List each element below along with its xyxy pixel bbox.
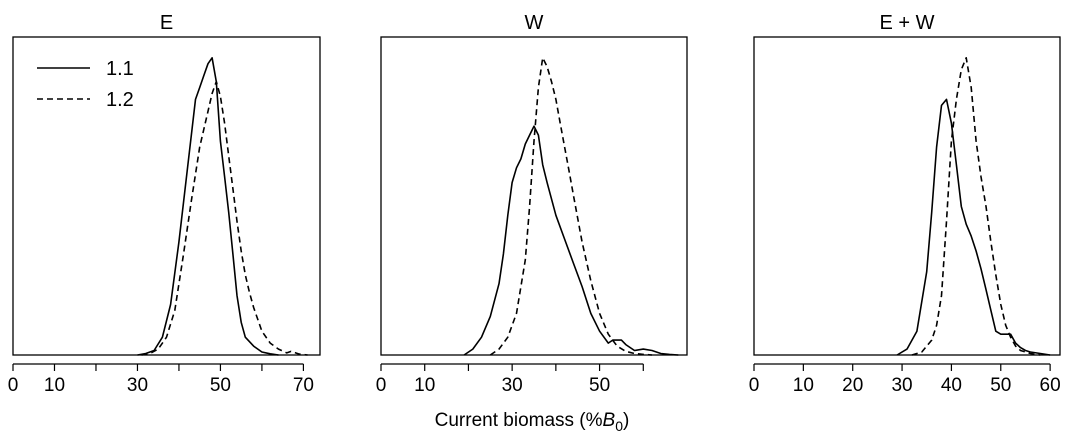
panel-1-title: E [160, 12, 173, 34]
panel-2-x-tick-label: 10 [414, 375, 435, 396]
panel-3-x-tick-label: 20 [842, 375, 863, 396]
panel-2-x-tick-label: 50 [589, 375, 610, 396]
panel-3-title: E + W [879, 12, 934, 34]
panel-3-x-tick-label: 0 [749, 375, 760, 396]
panel-1-x-tick-label: 30 [127, 375, 148, 396]
panel-1-x-tick-label: 70 [293, 375, 314, 396]
panel-2-series-solid [463, 125, 679, 356]
panel-1-x-tick-label: 50 [210, 375, 231, 396]
panel-3-frame [753, 36, 1061, 356]
panel-1-series-dashed [141, 80, 308, 356]
x-axis-label-subscript: 0 [615, 418, 623, 434]
panel-2-x-tick-label: 0 [376, 375, 387, 396]
panel-3-x-tick-label: 30 [891, 375, 912, 396]
panel-2-frame [380, 36, 688, 356]
panel-1-x-tick-label: 0 [8, 375, 19, 396]
panel-1-x-tick-label: 10 [44, 375, 65, 396]
panel-3-x-tick-label: 60 [1040, 375, 1061, 396]
panel-3-x-tick-label: 40 [941, 375, 962, 396]
panel-3-x-tick-label: 10 [793, 375, 814, 396]
panel-1-frame [12, 36, 321, 356]
panel-1-series-solid [137, 56, 279, 356]
panel-3-series-dashed [911, 56, 1041, 356]
legend-label-solid: 1.1 [106, 58, 134, 80]
panel-2-title: W [525, 12, 544, 34]
panel-3-x-tick-label: 50 [990, 375, 1011, 396]
x-axis-label-close: ) [623, 410, 629, 431]
panel-2-x-tick-label: 30 [502, 375, 523, 396]
x-axis-label-symbol: B [603, 410, 616, 431]
x-axis-label-main: Current biomass (% [435, 410, 603, 431]
panel-2-series-dashed [489, 56, 653, 356]
x-axis-label: Current biomass (%B0) [435, 410, 630, 434]
legend-label-dashed: 1.2 [106, 89, 134, 111]
panel-3-series-solid [896, 98, 1051, 356]
